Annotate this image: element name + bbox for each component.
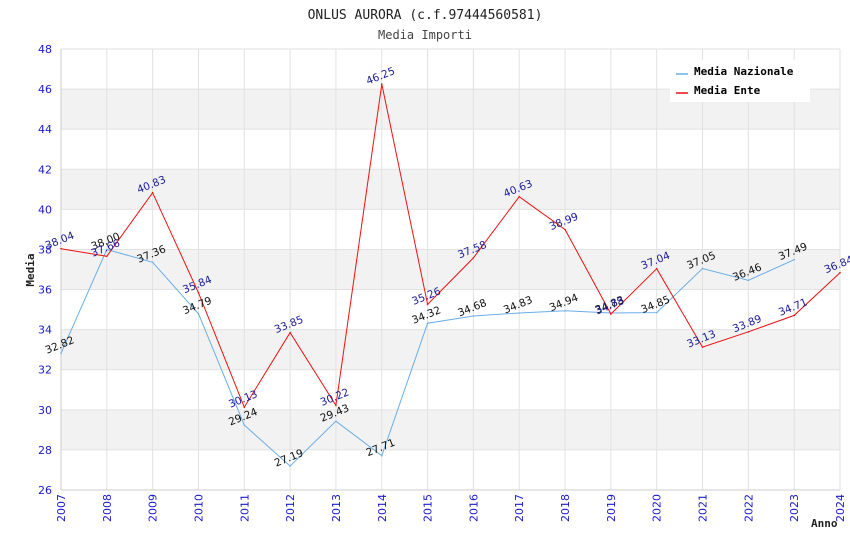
x-tick-label: 2014 <box>376 494 389 522</box>
y-tick-label: 36 <box>38 284 52 297</box>
data-point-media-nazionale <box>655 311 658 314</box>
axes: 26 28 30 32 34 36 38 40 42 44 46 48 2007 2008 2009 2010… <box>38 43 847 522</box>
data-point-media-ente <box>472 257 475 259</box>
data-label-media-ente: 46.25 <box>364 65 396 87</box>
x-tick-label: 2020 <box>651 494 664 522</box>
y-tick-label: 30 <box>38 404 52 417</box>
data-point-media-nazionale <box>747 279 750 282</box>
x-tick-label: 2022 <box>742 494 755 522</box>
x-tick-label: 2009 <box>147 494 160 522</box>
data-label-media-ente: 38.04 <box>44 230 77 253</box>
x-tick-label: 2013 <box>330 494 343 522</box>
x-tick-label: 2024 <box>834 494 847 522</box>
data-label-media-ente: 38.99 <box>548 211 580 233</box>
data-point-media-nazionale <box>793 258 795 261</box>
x-tick-label: 2016 <box>467 494 480 522</box>
data-point-media-ente <box>701 346 704 348</box>
x-tick-label: 2012 <box>284 494 297 522</box>
data-point-media-ente <box>60 247 62 250</box>
data-point-media-ente <box>518 195 521 198</box>
plot-band <box>61 329 840 370</box>
x-tick-label: 2017 <box>513 494 526 522</box>
data-point-media-nazionale <box>472 315 475 317</box>
y-tick-label: 26 <box>38 484 52 497</box>
data-point-media-ente <box>839 271 841 274</box>
x-tick-label: 2021 <box>697 494 710 522</box>
data-point-media-ente <box>380 83 383 85</box>
y-tick-label: 48 <box>38 43 52 56</box>
y-tick-label: 38 <box>38 243 52 256</box>
data-point-media-nazionale <box>197 313 200 315</box>
x-tick-label: 2007 <box>55 494 68 522</box>
data-point-media-nazionale <box>60 352 62 355</box>
plot-band <box>61 169 840 210</box>
chart-title: ONLUS AURORA (c.f.97444560581) <box>308 8 543 23</box>
y-axis-label: Media <box>24 253 37 286</box>
y-tick-label: 34 <box>38 324 52 337</box>
data-point-media-ente <box>151 191 154 194</box>
data-point-media-ente <box>655 267 658 270</box>
y-tick-label: 46 <box>38 83 52 96</box>
legend-label-media-ente: Media Ente <box>694 84 761 97</box>
legend: Media Nazionale Media Ente <box>670 60 810 102</box>
data-label-media-nazionale: 27.19 <box>273 447 305 469</box>
x-axis-label: Anno <box>811 517 838 530</box>
plot-band <box>61 249 840 290</box>
data-point-media-ente <box>793 314 795 317</box>
data-point-media-nazionale <box>380 454 383 457</box>
data-point-media-ente <box>610 313 612 315</box>
plot-band <box>61 409 840 450</box>
data-point-media-nazionale <box>564 309 566 312</box>
series-line-media-ente <box>60 83 841 409</box>
x-tick-label: 2018 <box>559 494 572 522</box>
legend-box <box>670 60 810 102</box>
x-tick-label: 2019 <box>605 494 618 522</box>
data-point-media-nazionale <box>518 312 521 314</box>
data-point-media-nazionale <box>701 267 704 270</box>
data-point-media-nazionale <box>426 322 429 325</box>
legend-label-media-nazionale: Media Nazionale <box>694 65 794 78</box>
x-tick-label: 2010 <box>192 494 205 522</box>
y-tick-label: 40 <box>38 203 52 216</box>
data-point-media-ente <box>335 404 337 407</box>
y-tick-label: 28 <box>38 444 52 457</box>
data-point-media-ente <box>289 331 291 334</box>
chart-subtitle: Media Importi <box>378 28 472 42</box>
data-point-media-nazionale <box>151 261 154 264</box>
y-tick-label: 44 <box>38 123 52 136</box>
data-point-media-ente <box>426 303 429 306</box>
data-point-media-nazionale <box>335 420 337 423</box>
plot-bands <box>61 89 840 450</box>
y-tick-label: 42 <box>38 163 52 176</box>
data-point-media-ente <box>243 406 246 409</box>
x-tick-label: 2023 <box>788 494 801 522</box>
x-tick-label: 2011 <box>238 494 251 522</box>
data-point-media-ente <box>197 291 200 294</box>
series-layer <box>60 83 841 467</box>
data-point-media-nazionale <box>243 424 246 426</box>
x-tick-label: 2008 <box>101 494 114 522</box>
data-point-media-nazionale <box>106 248 108 251</box>
x-tick-label: 2015 <box>422 494 435 522</box>
data-point-media-ente <box>106 255 108 258</box>
y-tick-label: 32 <box>38 364 52 377</box>
data-label-media-nazionale: 34.79 <box>181 295 213 317</box>
data-point-media-nazionale <box>289 465 291 467</box>
data-point-media-ente <box>564 228 566 231</box>
data-point-media-ente <box>747 331 750 333</box>
